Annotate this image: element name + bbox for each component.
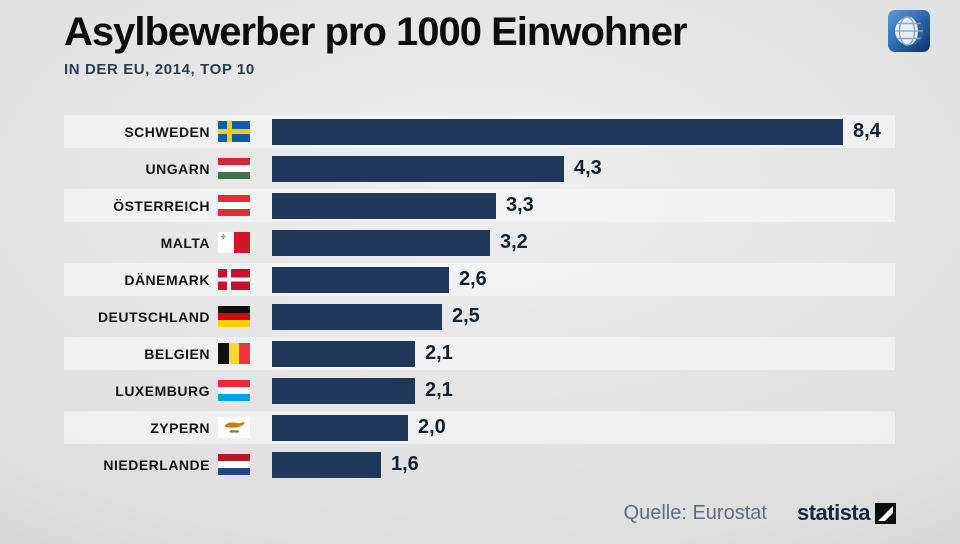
chart-subtitle: IN DER EU, 2014, TOP 10 [64,61,255,78]
country-label: BELGIEN [144,345,210,362]
country-label: MALTA [160,234,210,251]
bar-track: 2,1 [272,377,895,404]
chart-row: BELGIEN 2,1 [64,337,895,370]
flag-sweden-icon [218,121,250,142]
value-label: 2,0 [418,416,446,438]
bar-track: 2,0 [272,414,895,441]
chart-row: MALTA 3,2 [64,226,895,259]
bar [272,118,843,145]
source-label: Quelle: Eurostat [623,501,767,524]
bar [272,451,381,478]
value-label: 8,4 [853,120,881,142]
statista-wordmark: statista [796,500,871,525]
flag-denmark-icon [218,269,250,290]
country-label: LUXEMBURG [115,382,210,399]
bar-track: 3,2 [272,229,895,256]
bar [272,155,564,182]
flag-malta-icon [218,232,250,253]
country-label: DÄNEMARK [124,271,210,288]
country-label: UNGARN [145,160,210,177]
chart-row: SCHWEDEN 8,4 [64,115,895,148]
country-label: ZYPERN [150,419,210,436]
statista-mark-icon [875,502,896,524]
bar [272,414,408,441]
flag-luxembourg-icon [218,380,250,401]
chart-header: Asylbewerber pro 1000 Einwohner IN DER E… [64,10,688,78]
flag-belgium-icon [218,343,250,364]
flag-austria-icon [218,195,250,216]
chart-row: ZYPERN 2,0 [64,411,895,444]
chart-footer: Quelle: Eurostat statista [0,500,896,526]
bar-track: 4,3 [272,155,895,182]
bar [272,340,415,367]
value-label: 2,1 [425,379,453,401]
bar [272,266,449,293]
value-label: 4,3 [574,157,602,179]
bar-track: 2,6 [272,266,895,293]
country-label: SCHWEDEN [124,123,210,140]
flag-hungary-icon [218,158,250,179]
statista-logo: statista [797,500,896,526]
value-label: 2,5 [452,305,480,327]
flag-netherlands-icon [218,454,250,475]
flag-germany-icon [218,306,250,327]
country-label: ÖSTERREICH [113,197,210,214]
bar-track: 1,6 [272,451,895,478]
bar [272,192,496,219]
bar-track: 2,5 [272,303,895,330]
bar-track: 2,1 [272,340,895,367]
page-title: Asylbewerber pro 1000 Einwohner [64,10,688,54]
value-label: 3,3 [506,194,534,216]
bar-track: 3,3 [272,192,895,219]
country-label: NIEDERLANDE [103,456,210,473]
tagesschau-globe-icon [888,10,930,52]
bar [272,229,490,256]
chart-row: ÖSTERREICH 3,3 [64,189,895,222]
country-label: DEUTSCHLAND [97,308,210,325]
bar [272,377,415,404]
chart-row: NIEDERLANDE 1,6 [64,448,895,481]
value-label: 2,1 [425,342,453,364]
bar-chart: SCHWEDEN 8,4 UNGARN 4,3 ÖSTERREICH 3,3 MALTA 3,… [64,115,895,481]
value-label: 3,2 [500,231,528,253]
chart-row: DEUTSCHLAND 2,5 [64,300,895,333]
bar [272,303,442,330]
flag-cyprus-icon [218,417,250,438]
chart-row: UNGARN 4,3 [64,152,895,185]
value-label: 2,6 [459,268,487,290]
chart-row: DÄNEMARK 2,6 [64,263,895,296]
chart-row: LUXEMBURG 2,1 [64,374,895,407]
bar-track: 8,4 [272,118,895,145]
value-label: 1,6 [391,453,419,475]
